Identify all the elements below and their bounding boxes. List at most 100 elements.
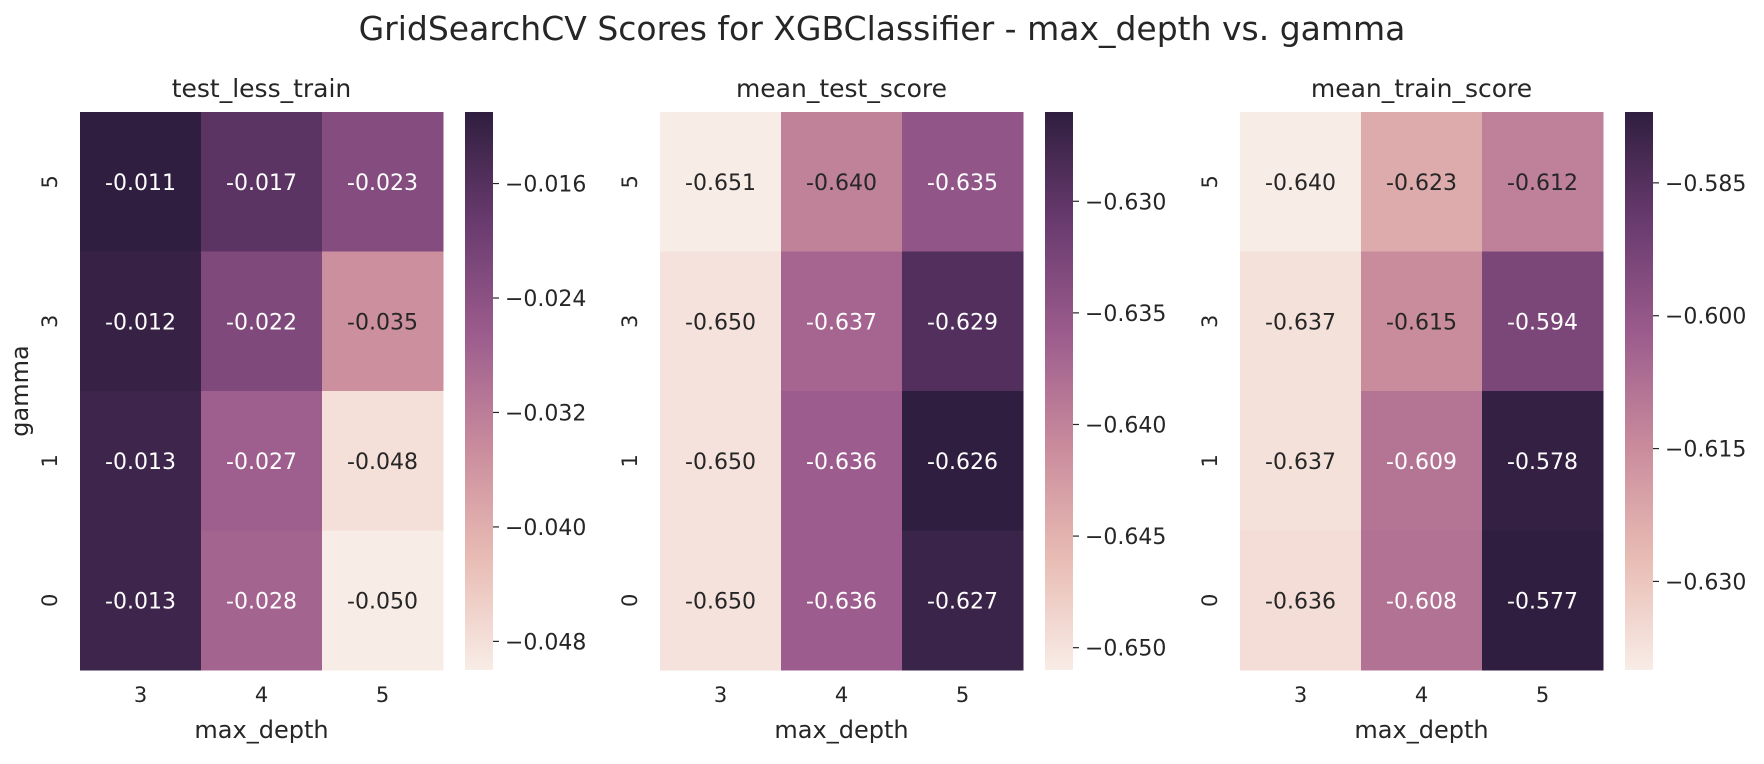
- heatmap-cell: [1482, 251, 1604, 392]
- heatmap-cell: [1240, 530, 1362, 671]
- y-tick-label: 1: [38, 454, 62, 467]
- cell-annotation: -0.022: [226, 310, 297, 335]
- panel-title: test_less_train: [172, 74, 352, 103]
- colorbar: [1045, 112, 1073, 670]
- cell-annotation: -0.609: [1386, 450, 1457, 475]
- x-tick-label: 5: [956, 683, 969, 707]
- heatmap-cell: [781, 112, 903, 252]
- y-tick-label: 3: [38, 315, 62, 328]
- y-tick-label: 1: [618, 454, 642, 467]
- colorbar-tick-label: −0.650: [1085, 637, 1166, 662]
- heatmap-cell: [80, 251, 202, 392]
- cell-annotation: -0.650: [685, 589, 756, 614]
- heatmap-cell: [1240, 391, 1362, 531]
- cell-annotation: -0.640: [1265, 171, 1336, 196]
- y-tick-label: 5: [38, 175, 62, 188]
- colorbar-tick-label: −0.630: [1085, 190, 1166, 215]
- heatmap-cell: [660, 251, 782, 392]
- heatmap-cell: [660, 530, 782, 671]
- y-tick-label: 1: [1198, 454, 1222, 467]
- x-tick-label: 3: [134, 683, 147, 707]
- cell-annotation: -0.050: [347, 589, 418, 614]
- colorbar-tick-label: −0.640: [1085, 413, 1166, 438]
- cell-annotation: -0.637: [806, 310, 877, 335]
- cell-annotation: -0.640: [806, 171, 877, 196]
- heatmap-cell: [781, 530, 903, 671]
- cell-annotation: -0.577: [1507, 589, 1578, 614]
- heatmap-cell: [322, 251, 444, 392]
- heatmap-cell: [902, 112, 1024, 252]
- cell-annotation: -0.651: [685, 171, 756, 196]
- heatmap-cell: [1361, 251, 1483, 392]
- heatmap-cell: [902, 530, 1024, 671]
- heatmap-cell: [902, 251, 1024, 392]
- colorbar-tick-label: −0.032: [505, 401, 586, 426]
- cell-annotation: -0.023: [347, 171, 418, 196]
- x-tick-label: 5: [376, 683, 389, 707]
- heatmap-cell: [322, 530, 444, 671]
- cell-annotation: -0.650: [685, 310, 756, 335]
- cell-annotation: -0.636: [806, 589, 877, 614]
- heatmap-panel-2: mean_test_score -0.651 -0.640 -0.635 -0.650 -…: [618, 74, 1166, 744]
- cell-annotation: -0.035: [347, 310, 418, 335]
- panel-title: mean_train_score: [1311, 74, 1532, 103]
- cell-annotation: -0.011: [105, 171, 176, 196]
- cell-annotation: -0.027: [226, 450, 297, 475]
- cell-annotation: -0.637: [1265, 450, 1336, 475]
- cell-annotation: -0.623: [1386, 171, 1457, 196]
- heatmap-cell: [322, 391, 444, 531]
- heatmap-cell: [1361, 530, 1483, 671]
- cell-annotation: -0.615: [1386, 310, 1457, 335]
- cell-annotation: -0.636: [1265, 589, 1336, 614]
- heatmap-cell: [660, 112, 782, 252]
- x-tick-label: 4: [835, 683, 848, 707]
- heatmap-cell: [902, 391, 1024, 531]
- heatmap-cell: [80, 391, 202, 531]
- cell-annotation: -0.629: [927, 310, 998, 335]
- heatmap-cell: [1240, 251, 1362, 392]
- x-tick-label: 3: [714, 683, 727, 707]
- x-tick-label: 5: [1536, 683, 1549, 707]
- colorbar-tick-label: −0.040: [505, 516, 586, 541]
- colorbar-tick-label: −0.615: [1665, 438, 1746, 463]
- colorbar: [1625, 112, 1653, 670]
- y-tick-label: 5: [618, 175, 642, 188]
- cell-annotation: -0.594: [1507, 310, 1578, 335]
- y-tick-label: 0: [618, 594, 642, 607]
- x-tick-label: 4: [255, 683, 268, 707]
- cell-annotation: -0.048: [347, 450, 418, 475]
- heatmap-cell: [201, 251, 323, 392]
- heatmap-cell: [201, 112, 323, 252]
- cell-annotation: -0.626: [927, 450, 998, 475]
- y-tick-label: 3: [618, 315, 642, 328]
- y-axis-label: gamma: [6, 345, 34, 436]
- cell-annotation: -0.635: [927, 171, 998, 196]
- cell-annotation: -0.608: [1386, 589, 1457, 614]
- colorbar-tick-label: −0.585: [1665, 172, 1746, 197]
- colorbar-tick-label: −0.600: [1665, 305, 1746, 330]
- cell-annotation: -0.013: [105, 589, 176, 614]
- heatmap-cell: [1361, 112, 1483, 252]
- cell-annotation: -0.637: [1265, 310, 1336, 335]
- cell-annotation: -0.028: [226, 589, 297, 614]
- cell-annotation: -0.612: [1507, 171, 1578, 196]
- heatmap-cell: [781, 391, 903, 531]
- heatmap-cell: [1482, 112, 1604, 252]
- colorbar-tick-label: −0.630: [1665, 570, 1746, 595]
- heatmap-cell: [80, 530, 202, 671]
- heatmap-cell: [1482, 391, 1604, 531]
- heatmap-cell: [201, 530, 323, 671]
- colorbar-tick-label: −0.645: [1085, 525, 1166, 550]
- cell-annotation: -0.017: [226, 171, 297, 196]
- heatmap-cell: [201, 391, 323, 531]
- x-tick-label: 4: [1415, 683, 1428, 707]
- heatmap-cell: [660, 391, 782, 531]
- panel-title: mean_test_score: [736, 74, 947, 103]
- x-axis-label: max_depth: [1354, 716, 1488, 744]
- heatmap-cell: [322, 112, 444, 252]
- y-tick-label: 5: [1198, 175, 1222, 188]
- heatmap-panel-3: mean_train_score -0.640 -0.623 -0.612 -0.637…: [1198, 74, 1746, 744]
- y-tick-label: 3: [1198, 315, 1222, 328]
- colorbar-tick-label: −0.024: [505, 287, 586, 312]
